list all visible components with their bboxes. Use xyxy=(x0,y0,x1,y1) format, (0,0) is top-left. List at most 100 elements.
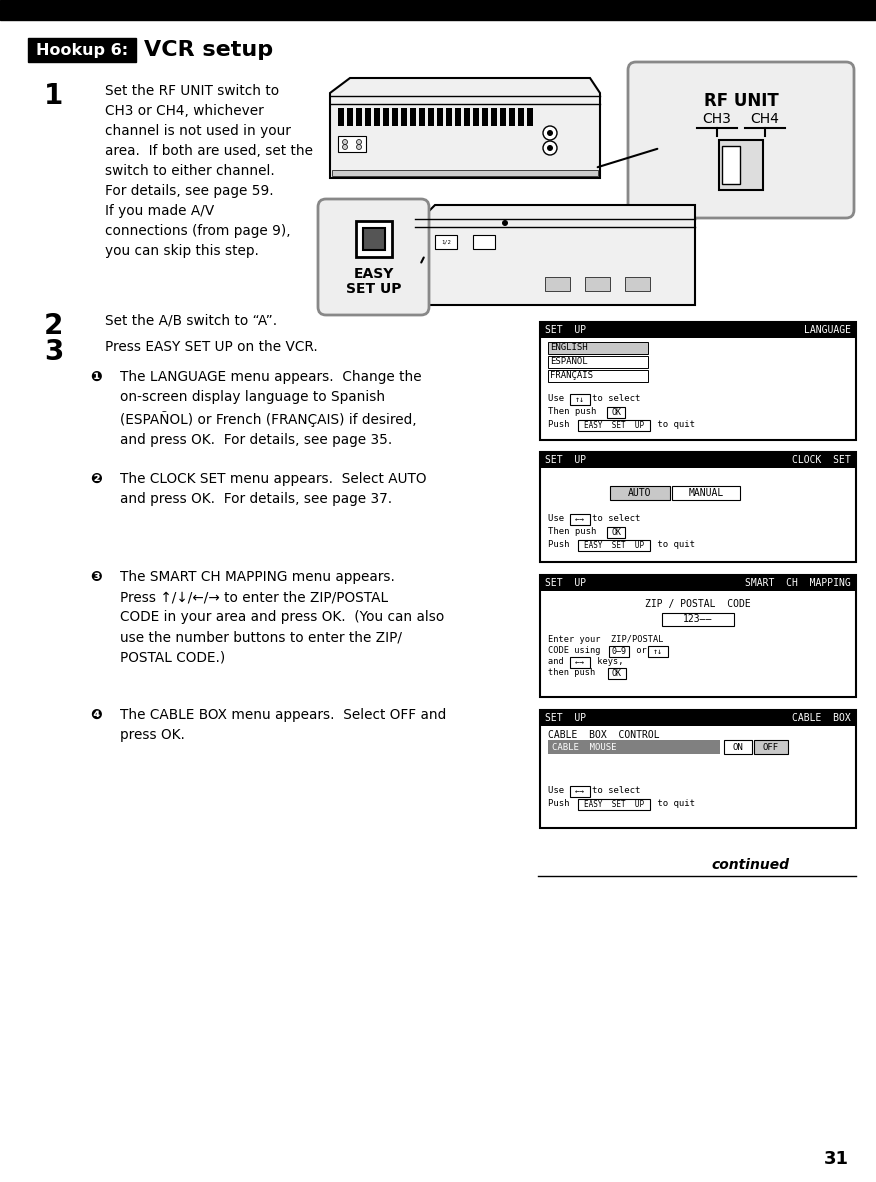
Bar xyxy=(625,277,650,291)
Bar xyxy=(610,486,670,500)
Bar xyxy=(578,420,650,431)
Text: SET  UP: SET UP xyxy=(545,325,586,335)
Text: 1/2: 1/2 xyxy=(442,240,451,245)
Bar xyxy=(754,740,788,754)
Text: 3: 3 xyxy=(44,338,63,366)
Text: 1: 1 xyxy=(44,82,63,110)
Text: Use: Use xyxy=(548,394,569,403)
Bar xyxy=(338,136,366,152)
Bar xyxy=(648,647,668,657)
Circle shape xyxy=(543,141,557,155)
Bar xyxy=(410,108,416,126)
Bar xyxy=(548,370,648,382)
Text: EASY  SET  UP: EASY SET UP xyxy=(584,800,644,808)
Text: Use: Use xyxy=(548,786,569,795)
Circle shape xyxy=(343,144,348,149)
Text: SET UP: SET UP xyxy=(346,282,401,296)
Bar xyxy=(570,514,590,525)
Text: CABLE  MOUSE: CABLE MOUSE xyxy=(552,742,617,752)
Bar xyxy=(428,108,434,126)
Text: to quit: to quit xyxy=(652,540,695,548)
Text: The LANGUAGE menu appears.  Change the
on-screen display language to Spanish
(ES: The LANGUAGE menu appears. Change the on… xyxy=(120,370,421,447)
Bar xyxy=(548,740,720,754)
Bar xyxy=(548,342,648,353)
Text: to select: to select xyxy=(592,786,640,795)
Bar xyxy=(401,108,407,126)
Text: ←→: ←→ xyxy=(575,515,585,524)
Bar xyxy=(724,740,752,754)
Text: The SMART CH MAPPING menu appears.
Press ↑/↓/←/→ to enter the ZIP/POSTAL
CODE in: The SMART CH MAPPING menu appears. Press… xyxy=(120,570,444,664)
Text: SMART  CH  MAPPING: SMART CH MAPPING xyxy=(745,578,851,587)
Text: The CABLE BOX menu appears.  Select OFF and
press OK.: The CABLE BOX menu appears. Select OFF a… xyxy=(120,708,446,742)
Text: 0–9: 0–9 xyxy=(611,647,626,656)
Text: ❹: ❹ xyxy=(90,708,102,722)
Text: 31: 31 xyxy=(823,1150,849,1168)
Bar xyxy=(607,527,625,538)
Text: OK: OK xyxy=(611,408,621,417)
FancyBboxPatch shape xyxy=(628,61,854,217)
Text: ZIP / POSTAL  CODE: ZIP / POSTAL CODE xyxy=(645,599,751,609)
Bar xyxy=(518,108,524,126)
Text: SET  UP: SET UP xyxy=(545,578,586,587)
Text: OK: OK xyxy=(611,528,621,537)
Bar xyxy=(608,668,626,678)
Bar xyxy=(527,108,533,126)
Text: Hookup 6:: Hookup 6: xyxy=(36,43,128,58)
Bar xyxy=(0,0,876,20)
Text: Enter your  ZIP/POSTAL: Enter your ZIP/POSTAL xyxy=(548,635,663,644)
Bar xyxy=(607,407,625,418)
Bar xyxy=(435,235,457,249)
Bar xyxy=(570,657,590,668)
Bar xyxy=(722,147,740,184)
Bar xyxy=(540,710,856,726)
Text: Then push: Then push xyxy=(548,527,602,535)
Text: The CLOCK SET menu appears.  Select AUTO
and press OK.  For details, see page 37: The CLOCK SET menu appears. Select AUTO … xyxy=(120,472,427,506)
FancyBboxPatch shape xyxy=(318,199,429,314)
Bar xyxy=(578,799,650,810)
Text: and: and xyxy=(548,657,569,665)
Bar xyxy=(540,322,856,338)
Bar xyxy=(347,108,353,126)
Text: VCR setup: VCR setup xyxy=(144,40,273,60)
Circle shape xyxy=(547,145,553,151)
Bar xyxy=(609,647,629,657)
Text: to quit: to quit xyxy=(652,420,695,429)
Text: SET  UP: SET UP xyxy=(545,713,586,723)
Text: keys,: keys, xyxy=(592,657,624,665)
Text: to select: to select xyxy=(592,514,640,522)
Bar xyxy=(662,613,734,626)
Bar xyxy=(570,786,590,797)
Bar xyxy=(540,574,856,591)
Circle shape xyxy=(547,130,553,136)
Text: to select: to select xyxy=(592,394,640,403)
Bar xyxy=(419,108,425,126)
Text: ↑↓: ↑↓ xyxy=(653,647,663,656)
Bar xyxy=(482,108,488,126)
Bar xyxy=(363,228,385,251)
Bar xyxy=(500,108,506,126)
Text: 2: 2 xyxy=(44,312,63,340)
Circle shape xyxy=(357,139,362,144)
Text: MANUAL: MANUAL xyxy=(689,488,724,498)
Bar xyxy=(374,108,380,126)
Bar xyxy=(356,221,392,256)
Text: Push: Push xyxy=(548,420,575,429)
Text: EASY  SET  UP: EASY SET UP xyxy=(584,541,644,550)
Text: or: or xyxy=(631,647,652,655)
Text: AUTO: AUTO xyxy=(628,488,652,498)
Text: 123––: 123–– xyxy=(683,615,713,624)
Bar xyxy=(437,108,443,126)
Text: to quit: to quit xyxy=(652,799,695,808)
Text: LANGUAGE: LANGUAGE xyxy=(804,325,851,335)
Bar xyxy=(455,108,461,126)
Text: SET  UP: SET UP xyxy=(545,455,586,465)
Circle shape xyxy=(543,126,557,139)
Bar xyxy=(570,394,590,405)
Bar xyxy=(719,139,763,190)
Text: ←→: ←→ xyxy=(575,787,585,795)
Bar xyxy=(365,108,371,126)
Bar xyxy=(540,710,856,829)
Bar xyxy=(464,108,470,126)
Text: CH3: CH3 xyxy=(703,112,731,126)
Text: OFF: OFF xyxy=(763,742,779,752)
